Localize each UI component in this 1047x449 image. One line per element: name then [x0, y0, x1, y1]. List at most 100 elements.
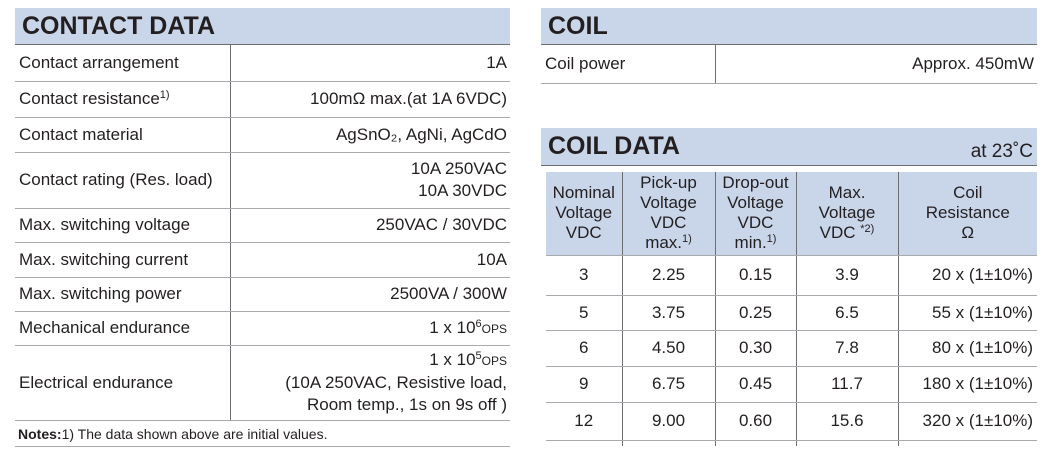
text: Ω: [961, 223, 975, 243]
text: Drop-out: [722, 173, 789, 193]
text-sup: 1): [159, 89, 170, 101]
text: Contact material: [19, 124, 143, 144]
text: Max. switching current: [19, 249, 189, 269]
value-cell: 1 x 105OPS (10A 250VAC, Resistive load, Ro…: [230, 345, 510, 421]
cell: 55 x (1±10%): [898, 295, 1037, 331]
cell: 0.30: [715, 330, 797, 367]
row: Max. switching power 2500VA / 300W: [15, 277, 510, 312]
line: VDC: [625, 213, 713, 233]
line: 10A 30VDC: [235, 180, 507, 202]
label-cell: Max. switching current: [15, 242, 231, 278]
text: Voltage: [818, 203, 876, 223]
value-cell: AgSnO₂, AgNi, AgCdO: [230, 117, 510, 153]
text: Max. switching power: [19, 284, 182, 303]
text: Nominal: [552, 183, 615, 203]
line: 10A 250VAC: [235, 158, 507, 180]
text: 10A: [476, 249, 507, 269]
row-tail: [546, 440, 1037, 446]
text: AgSnO₂, AgNi, AgCdO: [335, 124, 507, 144]
label-cell: Max. switching voltage: [15, 208, 231, 243]
value-cell: 10A 250VAC 10A 30VDC: [230, 152, 510, 209]
value-cell: 10A: [230, 242, 510, 278]
label-cell: Contact rating (Res. load): [15, 152, 231, 209]
cell: 6.75: [622, 366, 716, 403]
text-sup: 6: [475, 317, 482, 330]
cell: 9.00: [622, 402, 716, 441]
text: VDC: [565, 223, 602, 243]
text: Pick-up: [640, 173, 697, 193]
line: Voltage: [799, 203, 896, 223]
text-sup: 1): [766, 233, 777, 246]
header-cell: Nominal Voltage VDC: [546, 172, 623, 256]
line: Pick-up: [625, 173, 713, 193]
text: Electrical endurance: [19, 372, 174, 392]
line: 1A: [235, 52, 507, 74]
row: Contact resistance1) 100mΩ max.(at 1A 6VD…: [15, 81, 510, 118]
cell: 3.75: [622, 295, 716, 331]
row: Coil power Approx. 450mW: [541, 45, 1037, 84]
text: Contact rating (Res. load): [19, 170, 213, 189]
header-cell: Drop-out Voltage VDC min.1): [715, 172, 797, 256]
section-title: COIL: [548, 11, 608, 40]
cell: 3: [546, 255, 623, 296]
text: 10A 30VDC: [418, 181, 507, 200]
value-cell: Approx. 450mW: [715, 45, 1037, 84]
text: Coil power: [545, 53, 626, 73]
row: Electrical endurance 1 x 105OPS (10A 250VA…: [15, 345, 510, 421]
cell: 0.45: [715, 366, 797, 403]
cell: 3.9: [796, 255, 899, 296]
section-title: COIL DATA: [548, 132, 680, 160]
cell: 15.6: [796, 402, 899, 441]
coil-table: Coil power Approx. 450mW: [541, 45, 1037, 84]
label-cell: Max. switching power: [15, 277, 231, 312]
cell-tail: [796, 440, 899, 446]
section-title: CONTACT DATA: [22, 11, 216, 40]
text: min.: [734, 233, 767, 253]
cell: 0.15: [715, 255, 797, 296]
label-cell: Coil power: [541, 45, 716, 84]
cell-tail: [622, 440, 716, 446]
text: Voltage: [640, 193, 697, 213]
value-cell: 250VAC / 30VDC: [230, 208, 510, 243]
text: 1 x 10: [429, 350, 476, 369]
coil-data-table: Nominal Voltage VDC Pick-up Voltage VDC max.1)…: [546, 172, 1037, 446]
row: 5 3.75 0.25 6.5 55 x (1±10%): [546, 295, 1037, 331]
line: Voltage: [548, 203, 620, 223]
row: 9 6.75 0.45 11.7 180 x (1±10%): [546, 366, 1037, 403]
text: VDC: [819, 223, 861, 243]
cell: 0.60: [715, 402, 797, 441]
text-sup: 1): [682, 233, 692, 246]
row: Max. switching current 10A: [15, 242, 510, 278]
text: Mechanical endurance: [19, 318, 191, 337]
row: Contact material AgSnO₂, AgNi, AgCdO: [15, 117, 510, 153]
text: Resistance: [925, 203, 1010, 223]
text: 10A 250VAC: [410, 159, 507, 178]
line: Coil: [901, 183, 1036, 203]
cell: 2.25: [622, 255, 716, 296]
row: 12 9.00 0.60 15.6 320 x (1±10%): [546, 402, 1037, 441]
line: 100mΩ max.(at 1A 6VDC): [235, 88, 507, 110]
label-cell: Electrical endurance: [15, 345, 231, 421]
line: min.1): [718, 233, 794, 253]
cell: 12: [546, 402, 623, 441]
text-sup: *2): [860, 223, 875, 236]
line: AgSnO₂, AgNi, AgCdO: [235, 124, 507, 146]
cell: 7.8: [796, 330, 899, 367]
row: Contact rating (Res. load) 10A 250VAC 10A …: [15, 152, 510, 209]
notes-label: Notes:: [18, 426, 62, 442]
text-small: OPS: [481, 354, 507, 368]
line: max.1): [625, 233, 713, 253]
line: VDC: [548, 223, 620, 243]
value-cell: 100mΩ max.(at 1A 6VDC): [230, 81, 510, 118]
cell: 6: [546, 330, 623, 367]
cell: 0.25: [715, 295, 797, 331]
text: VDC: [650, 213, 687, 233]
text: VDC: [737, 213, 774, 233]
cell: 20 x (1±10%): [898, 255, 1037, 296]
header-cell: Coil Resistance Ω: [898, 172, 1037, 256]
label-cell: Contact material: [15, 117, 231, 153]
cell-tail: [715, 440, 797, 446]
row: Mechanical endurance 1 x 106OPS: [15, 311, 510, 346]
section-header: COIL: [541, 8, 1037, 45]
section-header: CONTACT DATA: [15, 8, 510, 45]
